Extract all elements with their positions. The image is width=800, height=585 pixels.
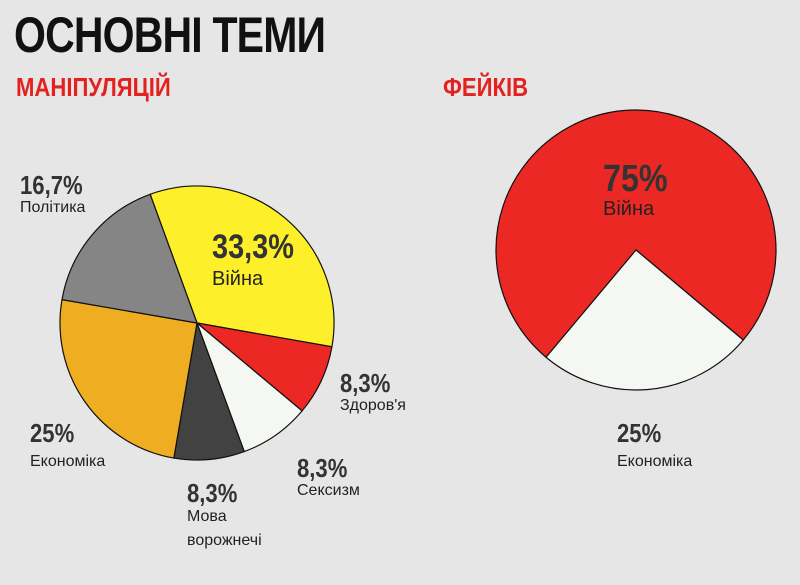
value-label: 8,3% [340, 368, 391, 398]
pie-slice [59, 298, 198, 459]
category-label: Мова ворожнечі [187, 508, 262, 549]
pie-slice [149, 185, 335, 348]
value-label: 33,3% [212, 228, 294, 266]
value-label: 25% [617, 418, 662, 448]
value-label: 8,3% [187, 478, 238, 508]
category-label: Сексизм [297, 482, 360, 499]
chart-subtitle: ФЕЙКІВ [443, 72, 529, 102]
category-label: Здоров'я [340, 397, 406, 414]
value-label: 8,3% [297, 453, 348, 483]
value-label: 75% [603, 158, 668, 200]
category-label: Війна [603, 198, 655, 220]
page-title: ОСНОВНІ ТЕМИ [14, 7, 326, 63]
category-label: Війна [212, 268, 264, 290]
value-label: 25% [30, 418, 75, 448]
category-label: Політика [20, 199, 86, 216]
pie-slice [545, 249, 745, 391]
category-label: Економіка [30, 453, 106, 470]
category-label: Економіка [617, 453, 693, 470]
pie-slice [495, 109, 777, 359]
value-label: 16,7% [20, 170, 83, 200]
pie-slice [61, 193, 198, 324]
chart-subtitle: МАНІПУЛЯЦІЙ [16, 72, 171, 102]
